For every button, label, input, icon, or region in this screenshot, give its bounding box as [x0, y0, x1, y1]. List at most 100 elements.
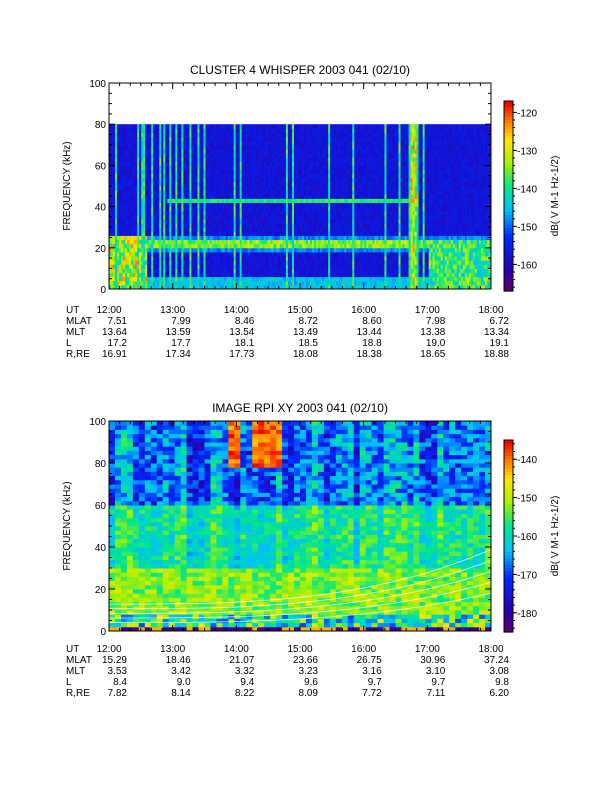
- spectrogram-cell: [183, 190, 186, 195]
- spectrogram-cell: [181, 202, 184, 208]
- spectrogram-cell: [111, 280, 114, 286]
- spectrogram-cell: [147, 223, 150, 228]
- spectrogram-cell: [225, 132, 229, 138]
- spectrogram-cell: [179, 157, 182, 162]
- spectrogram-cell: [115, 161, 118, 166]
- spectrogram-cell: [231, 136, 235, 142]
- spectrogram-cell: [171, 227, 174, 232]
- spectrogram-cell: [135, 148, 138, 154]
- spectrogram-cell: [209, 132, 213, 138]
- spectrogram-cell: [209, 235, 213, 241]
- spectrogram-cell: [167, 144, 170, 150]
- spectrogram-cell: [141, 177, 144, 183]
- spectrogram-cell: [183, 231, 186, 236]
- spectrogram-cell: [151, 136, 154, 142]
- spectrogram-cell: [207, 256, 211, 261]
- spectrogram-cell: [237, 165, 241, 171]
- spectrogram-cell: [165, 173, 168, 179]
- spectrogram-cell: [127, 124, 130, 129]
- spectrogram-cell: [201, 235, 204, 241]
- spectrogram-cell: [117, 268, 120, 274]
- spectrogram-cell: [175, 186, 178, 191]
- spectrogram-cell: [157, 239, 160, 245]
- spectrogram-cell: [237, 177, 241, 183]
- spectrogram-cell: [133, 214, 136, 220]
- spectrogram-cell: [195, 136, 198, 142]
- spectrogram-cell: [109, 260, 112, 265]
- spectrogram-cell: [153, 186, 156, 191]
- spectrogram-cell: [217, 268, 221, 274]
- spectrogram-cell: [187, 214, 190, 220]
- spectrogram-cell: [147, 198, 150, 203]
- spectrogram-cell: [111, 276, 114, 282]
- spectrogram-cell: [149, 235, 152, 241]
- spectrogram-cell: [131, 165, 134, 171]
- spectrogram-cell: [223, 235, 227, 241]
- spectrogram-cell: [151, 194, 154, 199]
- spectrogram-cell: [173, 260, 176, 265]
- spectrogram-cell: [191, 206, 194, 212]
- spectrogram-cell: [169, 190, 172, 195]
- spectrogram-cell: [177, 210, 180, 216]
- spectrogram-cell: [119, 284, 122, 290]
- spectrogram-cell: [175, 148, 178, 154]
- spectrogram-cell: [203, 247, 207, 253]
- spectrogram-cell: [183, 173, 186, 179]
- spectrogram-cell: [187, 256, 190, 261]
- spectrogram-cell: [139, 165, 142, 171]
- spectrogram-cell: [119, 157, 122, 162]
- spectrogram-cell: [233, 239, 237, 245]
- spectrogram-cell: [161, 251, 164, 257]
- spectrogram-cell: [113, 231, 116, 236]
- spectrogram-cell: [125, 132, 128, 138]
- spectrogram-cell: [231, 144, 235, 150]
- spectrogram-cell: [153, 268, 156, 274]
- spectrogram-cell: [191, 190, 194, 195]
- spectrogram-cell: [167, 157, 170, 162]
- spectrogram-cell: [199, 231, 202, 236]
- spectrogram-cell: [179, 148, 182, 154]
- spectrogram-cell: [141, 284, 144, 290]
- spectrogram-cell: [109, 218, 112, 224]
- spectrogram-cell: [123, 251, 126, 257]
- spectrogram-cell: [143, 173, 146, 179]
- spectrogram-cell: [171, 144, 174, 150]
- spectrogram-cell: [109, 239, 112, 245]
- cluster-whisper-panel: CLUSTER 4 WHISPER 2003 041 (02/10) 02040…: [62, 63, 561, 360]
- spectrogram-cell: [213, 186, 217, 191]
- spectrogram-cell: [117, 190, 120, 195]
- spectrogram-cell: [229, 272, 233, 278]
- spectrogram-cell: [169, 148, 172, 154]
- spectrogram-cell: [115, 181, 118, 187]
- spectrogram-cell: [217, 256, 221, 261]
- spectrogram-cell: [201, 190, 204, 195]
- spectrogram-cell: [195, 124, 198, 129]
- spectrogram-cell: [119, 186, 122, 191]
- spectrogram-cell: [149, 194, 152, 199]
- spectrogram-cell: [157, 247, 160, 253]
- spectrogram-cell: [129, 239, 132, 245]
- spectrogram-cell: [157, 177, 160, 183]
- spectrogram-cell: [135, 260, 138, 265]
- spectrogram-cell: [193, 268, 196, 274]
- spectrogram-cell: [177, 157, 180, 162]
- spectrogram-cell: [181, 231, 184, 236]
- spectrogram-cell: [111, 181, 114, 187]
- spectrogram-cell: [237, 284, 241, 290]
- spectrogram-cell: [137, 177, 140, 183]
- spectrogram-cell: [117, 128, 120, 133]
- spectrogram-cell: [141, 190, 144, 195]
- spectrogram-cell: [223, 202, 227, 208]
- spectrogram-cell: [235, 280, 239, 286]
- spectrogram-cell: [191, 247, 194, 253]
- spectrogram-cell: [173, 132, 176, 138]
- spectrogram-cell: [155, 173, 158, 179]
- spectrogram-cell: [209, 161, 213, 166]
- spectrogram-cell: [119, 181, 122, 187]
- spectrogram-cell: [121, 260, 124, 265]
- spectrogram-cell: [217, 148, 221, 154]
- spectrogram-cell: [175, 169, 178, 175]
- spectrogram-cell: [157, 284, 160, 290]
- spectrogram-cell: [221, 161, 225, 166]
- spectrogram-cell: [119, 247, 122, 253]
